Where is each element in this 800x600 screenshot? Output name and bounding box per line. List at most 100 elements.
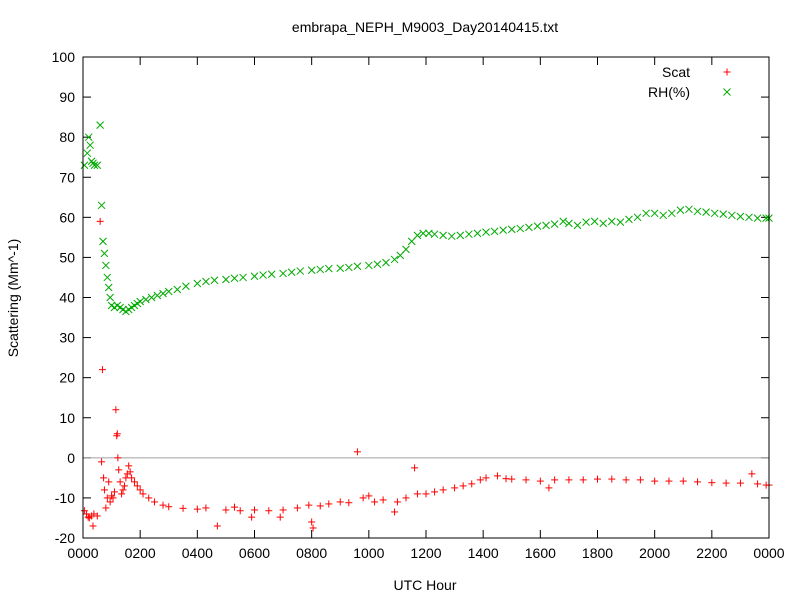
legend-label: RH(%) xyxy=(648,84,690,100)
plot-frame xyxy=(82,56,770,539)
x-tick-label: 1200 xyxy=(410,545,441,561)
y-tick-label: 30 xyxy=(59,330,75,346)
data-point xyxy=(113,430,121,438)
data-point xyxy=(702,208,710,216)
data-point xyxy=(120,482,128,490)
y-tick-label: 10 xyxy=(59,410,75,426)
y-tick-label: -20 xyxy=(55,530,75,546)
data-point xyxy=(736,479,744,487)
x-tick-label: 2200 xyxy=(696,545,727,561)
data-point xyxy=(685,205,693,214)
data-point xyxy=(324,264,333,273)
data-point xyxy=(665,477,673,485)
data-point xyxy=(118,490,126,498)
x-tick-label: 1000 xyxy=(353,545,384,561)
data-point xyxy=(114,454,122,462)
data-point xyxy=(391,508,399,516)
data-point xyxy=(336,498,344,506)
data-point xyxy=(309,524,317,532)
data-point xyxy=(145,494,153,502)
legend-label: Scat xyxy=(662,64,690,80)
data-point xyxy=(447,232,456,241)
data-point xyxy=(248,513,256,521)
data-point xyxy=(490,227,499,236)
data-point xyxy=(305,501,313,509)
data-point xyxy=(213,522,221,530)
data-point xyxy=(105,478,113,486)
y-tick-label: 100 xyxy=(52,49,76,65)
legend: Scat RH(%) xyxy=(648,64,731,100)
data-point xyxy=(90,161,99,170)
data-point xyxy=(265,507,273,515)
data-point xyxy=(210,276,219,285)
data-point xyxy=(582,218,590,226)
data-point xyxy=(116,478,124,486)
data-point xyxy=(599,219,608,228)
data-point xyxy=(325,500,333,508)
data-point xyxy=(507,225,516,234)
data-point xyxy=(536,477,544,485)
data-point xyxy=(136,486,144,494)
data-point xyxy=(533,222,542,231)
data-point xyxy=(590,217,599,226)
data-point xyxy=(259,271,267,279)
data-point xyxy=(267,270,276,279)
data-point xyxy=(142,295,150,304)
data-point xyxy=(159,501,167,509)
data-point xyxy=(250,272,259,281)
data-point xyxy=(411,464,419,472)
data-point xyxy=(762,214,770,222)
y-tick-label: 80 xyxy=(59,129,75,145)
data-point xyxy=(202,277,210,286)
data-point xyxy=(422,490,430,498)
data-point xyxy=(579,476,587,484)
data-point xyxy=(379,496,387,504)
data-point xyxy=(98,458,106,466)
data-point xyxy=(133,482,141,490)
data-point xyxy=(112,406,120,414)
data-point xyxy=(153,291,162,300)
data-point xyxy=(413,490,421,498)
data-point xyxy=(83,149,92,158)
y-tick-label: 70 xyxy=(59,169,75,185)
data-point xyxy=(279,269,287,278)
data-point xyxy=(353,448,361,456)
data-point xyxy=(147,293,156,302)
data-point xyxy=(516,224,525,233)
data-point xyxy=(165,503,173,511)
data-point xyxy=(371,498,379,506)
data-point xyxy=(473,229,482,238)
data-point xyxy=(222,506,230,514)
data-point xyxy=(642,209,650,218)
series-layer xyxy=(80,121,773,532)
data-point xyxy=(193,505,201,513)
data-point xyxy=(545,484,553,492)
data-point xyxy=(710,209,719,218)
data-point xyxy=(565,476,573,484)
data-point xyxy=(126,468,134,476)
data-point xyxy=(293,504,301,512)
data-point xyxy=(390,255,399,264)
data-point xyxy=(336,264,345,273)
data-point xyxy=(103,273,112,282)
data-point xyxy=(565,219,573,228)
data-point xyxy=(650,209,659,218)
data-point xyxy=(345,499,353,507)
data-point xyxy=(745,213,753,222)
data-point xyxy=(633,213,642,222)
data-point xyxy=(202,504,210,512)
data-point xyxy=(407,237,416,246)
data-point xyxy=(239,273,247,282)
data-point xyxy=(100,474,108,482)
x-tick-label: 1600 xyxy=(525,545,556,561)
data-point xyxy=(694,478,702,486)
data-point xyxy=(439,231,448,240)
data-point xyxy=(365,492,373,500)
y-axis-title: Scattering (Mm^-1) xyxy=(5,239,21,358)
series-rh xyxy=(80,121,773,316)
data-point xyxy=(359,494,367,502)
data-point xyxy=(93,512,101,520)
data-point xyxy=(753,214,762,222)
data-point xyxy=(482,474,490,482)
data-point xyxy=(748,470,756,478)
